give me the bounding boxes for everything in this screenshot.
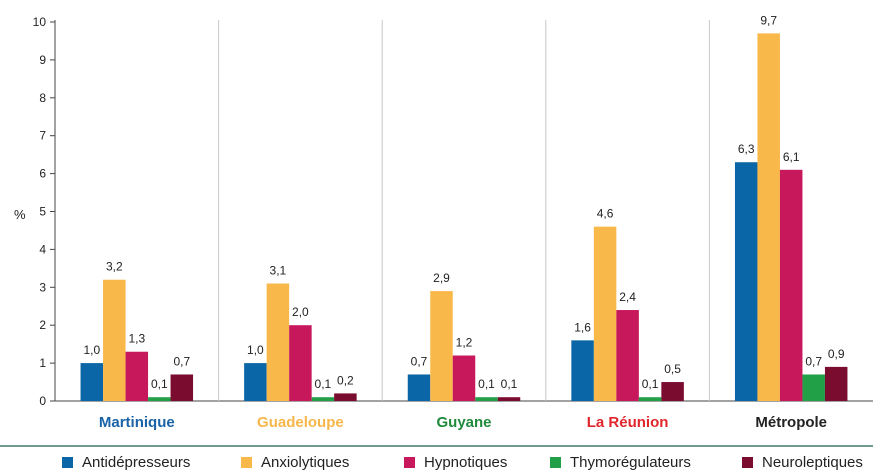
bars xyxy=(80,33,848,402)
legend-swatch xyxy=(241,457,252,468)
legend-label: Neuroleptiques xyxy=(762,454,863,471)
bar xyxy=(80,363,104,401)
x-tick-label: Guyane xyxy=(436,414,491,431)
bar xyxy=(266,283,290,401)
data-label: 6,3 xyxy=(738,142,755,156)
data-label: 1,0 xyxy=(247,343,264,357)
data-label: 1,3 xyxy=(128,332,145,346)
x-tick-label: La Réunion xyxy=(587,414,669,431)
legend-label: Antidépresseurs xyxy=(82,454,190,471)
data-label: 2,4 xyxy=(619,290,636,304)
y-tick-label: 4 xyxy=(39,242,46,256)
bar xyxy=(430,291,453,401)
data-label: 3,1 xyxy=(270,264,287,278)
x-tick-label: Martinique xyxy=(99,414,175,431)
legend-swatch xyxy=(404,457,415,468)
y-tick-label: 1 xyxy=(39,356,46,370)
y-tick-label: 2 xyxy=(39,318,46,332)
bar xyxy=(407,374,431,401)
data-label: 9,7 xyxy=(760,13,777,27)
y-tick-label: 0 xyxy=(39,394,46,408)
bar xyxy=(170,374,194,401)
bar xyxy=(311,397,335,401)
data-label: 1,0 xyxy=(83,343,100,357)
y-axis-label: % xyxy=(14,207,26,222)
bar xyxy=(616,310,639,401)
y-tick-label: 5 xyxy=(39,205,46,219)
bar xyxy=(757,33,780,402)
data-label: 0,7 xyxy=(411,354,428,368)
bar xyxy=(289,325,312,401)
legend-label: Thymorégulateurs xyxy=(570,454,691,471)
y-tick-label: 10 xyxy=(33,15,47,29)
bar xyxy=(638,397,662,401)
data-label: 0,1 xyxy=(642,377,659,391)
data-label: 0,5 xyxy=(664,362,681,376)
legend-swatch xyxy=(62,457,73,468)
data-label: 1,6 xyxy=(574,320,591,334)
y-tick-label: 9 xyxy=(39,53,46,67)
data-labels: 1,0 3,2 1,3 0,1 0,7 1,0 3,1 2,0 0,1 0,2 0,7 2,9 1,2 0… xyxy=(83,13,844,391)
data-label: 0,1 xyxy=(151,377,168,391)
legend-label: Anxiolytiques xyxy=(261,454,349,471)
y-tick-label: 3 xyxy=(39,280,46,294)
bar xyxy=(148,397,171,401)
data-label: 0,1 xyxy=(501,377,518,391)
bar xyxy=(734,162,758,401)
legend: Antidépresseurs Anxiolytiques Hypnotiques T… xyxy=(62,454,863,471)
data-label: 0,7 xyxy=(173,354,190,368)
data-label: 4,6 xyxy=(597,207,614,221)
bar xyxy=(571,340,594,401)
data-label: 2,0 xyxy=(292,305,309,319)
data-label: 0,1 xyxy=(315,377,332,391)
data-label: 2,9 xyxy=(433,271,450,285)
bar xyxy=(802,374,825,401)
data-label: 0,9 xyxy=(828,347,845,361)
data-label: 3,2 xyxy=(106,260,123,274)
bar xyxy=(497,397,521,401)
y-tick-label: 7 xyxy=(39,129,46,143)
data-label: 6,1 xyxy=(783,150,800,164)
y-tick-label: 8 xyxy=(39,91,46,105)
bar xyxy=(244,363,267,401)
bar xyxy=(103,279,126,401)
data-label: 0,2 xyxy=(337,373,354,387)
x-tick-label: Guadeloupe xyxy=(257,414,344,431)
bar xyxy=(475,397,498,401)
data-label: 0,7 xyxy=(805,354,822,368)
x-tick-label: Métropole xyxy=(755,414,827,431)
y-tick-label: 6 xyxy=(39,167,46,181)
bar xyxy=(125,351,149,401)
data-label: 0,1 xyxy=(478,377,495,391)
bar xyxy=(593,226,617,401)
category-labels: Martinique Guadeloupe Guyane La Réunion Métr… xyxy=(99,414,827,431)
legend-label: Hypnotiques xyxy=(424,454,507,471)
legend-swatch xyxy=(742,457,753,468)
data-label: 1,2 xyxy=(456,336,473,350)
bar xyxy=(334,393,357,401)
bar xyxy=(824,366,848,401)
legend-swatch xyxy=(550,457,561,468)
bar xyxy=(661,382,684,401)
bar xyxy=(779,169,803,401)
bar xyxy=(452,355,476,401)
